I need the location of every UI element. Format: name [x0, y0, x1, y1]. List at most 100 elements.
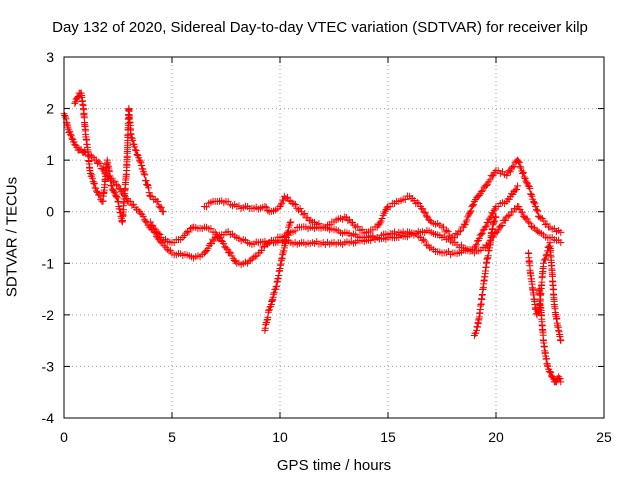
y-axis-label: SDTVAR / TECUs: [3, 176, 21, 298]
data-point: [222, 244, 230, 252]
data-point: [557, 239, 565, 247]
data-point: [73, 94, 81, 102]
data-point: [503, 213, 511, 221]
data-point: [110, 188, 118, 196]
x-tick-label: 0: [60, 429, 68, 445]
data-point: [133, 150, 141, 158]
data-point: [475, 234, 483, 242]
data-point: [129, 200, 137, 208]
data-point: [92, 184, 100, 192]
data-point: [74, 93, 82, 101]
data-point: [472, 241, 480, 249]
data-point: [478, 229, 486, 237]
y-tick-label: -4: [42, 410, 55, 426]
data-point: [464, 213, 472, 221]
data-point: [534, 227, 542, 235]
data-point: [545, 244, 553, 252]
data-point: [477, 230, 485, 238]
data-point: [354, 223, 362, 231]
data-point: [136, 157, 144, 165]
data-point: [95, 158, 103, 166]
data-point: [547, 369, 555, 377]
data-point: [469, 201, 477, 209]
data-point: [278, 199, 286, 207]
x-axis-label: GPS time / hours: [276, 457, 392, 474]
data-point: [270, 290, 278, 298]
data-point: [478, 188, 486, 196]
chart-title: Day 132 of 2020, Sidereal Day-to-day VTE…: [52, 19, 588, 36]
data-point: [519, 169, 527, 177]
data-point: [493, 228, 501, 236]
data-point: [187, 225, 195, 233]
data-point: [426, 216, 434, 224]
data-point: [89, 174, 97, 182]
data-point: [486, 176, 494, 184]
data-point: [207, 225, 215, 233]
data-point: [491, 217, 499, 225]
data-point: [287, 218, 295, 226]
x-tick-label: 10: [272, 429, 288, 445]
data-point: [510, 163, 518, 171]
data-point: [139, 212, 147, 220]
data-point: [132, 147, 140, 155]
data-point: [455, 228, 463, 236]
data-point: [526, 184, 534, 192]
data-point: [557, 228, 565, 236]
data-point: [494, 226, 502, 234]
x-tick-label: 5: [168, 429, 176, 445]
data-point: [127, 130, 135, 138]
data-point: [479, 186, 487, 194]
data-point: [523, 179, 531, 187]
data-point: [296, 205, 304, 213]
data-point: [413, 199, 421, 207]
data-point: [526, 219, 534, 227]
data-point: [549, 373, 557, 381]
data-point: [491, 168, 499, 176]
data-point: [527, 222, 535, 230]
data-point: [183, 227, 191, 235]
data-point: [504, 212, 512, 220]
data-point: [415, 200, 423, 208]
y-tick-label: 2: [46, 101, 54, 117]
data-point: [159, 208, 167, 216]
data-point: [465, 211, 473, 219]
data-point: [140, 170, 148, 178]
data-point: [471, 242, 479, 250]
data-point: [290, 200, 298, 208]
data-point: [535, 213, 543, 221]
data-point: [492, 213, 500, 221]
data-point: [419, 205, 427, 213]
data-point: [481, 223, 489, 231]
data-point: [421, 209, 429, 217]
y-tick-label: -1: [42, 255, 55, 271]
data-point: [512, 185, 520, 193]
data-point: [446, 232, 454, 240]
data-point: [419, 236, 427, 244]
data-point: [298, 208, 306, 216]
data-point: [203, 203, 211, 211]
data-point: [295, 206, 303, 214]
data-point: [68, 134, 76, 142]
data-point: [277, 201, 285, 209]
data-point: [503, 172, 511, 180]
data-point: [66, 130, 74, 138]
data-point: [490, 206, 498, 214]
data-point: [537, 214, 545, 222]
data-point: [466, 208, 474, 216]
data-point: [491, 213, 499, 221]
data-point: [315, 220, 323, 228]
x-tick-label: 15: [380, 429, 396, 445]
data-point: [92, 187, 100, 195]
data-point: [524, 218, 532, 226]
data-point: [160, 242, 168, 250]
data-point: [506, 211, 514, 219]
data-point: [154, 198, 162, 206]
data-point: [341, 213, 349, 221]
data-point: [299, 211, 307, 219]
data-point: [150, 224, 158, 232]
data-point: [210, 237, 218, 245]
data-point: [358, 225, 366, 233]
data-point: [386, 203, 394, 211]
data-point: [301, 209, 309, 217]
